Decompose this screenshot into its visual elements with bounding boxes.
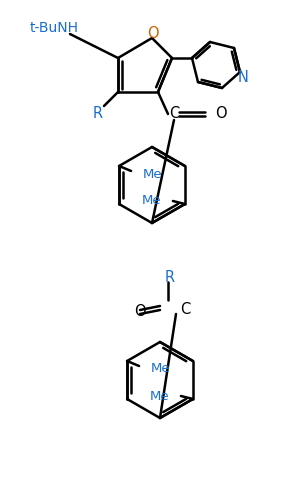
Text: Me: Me [141,195,161,207]
Text: R: R [93,105,103,120]
Text: O: O [134,304,146,319]
Text: R: R [165,269,175,285]
Text: O: O [147,26,159,41]
Text: t-BuNH: t-BuNH [30,21,79,35]
Text: C: C [180,301,190,316]
Text: N: N [238,69,249,85]
Text: C: C [169,106,179,121]
Text: Me: Me [143,167,163,181]
Text: Me: Me [149,390,169,402]
Text: Me: Me [151,362,171,376]
Text: O: O [215,106,227,121]
